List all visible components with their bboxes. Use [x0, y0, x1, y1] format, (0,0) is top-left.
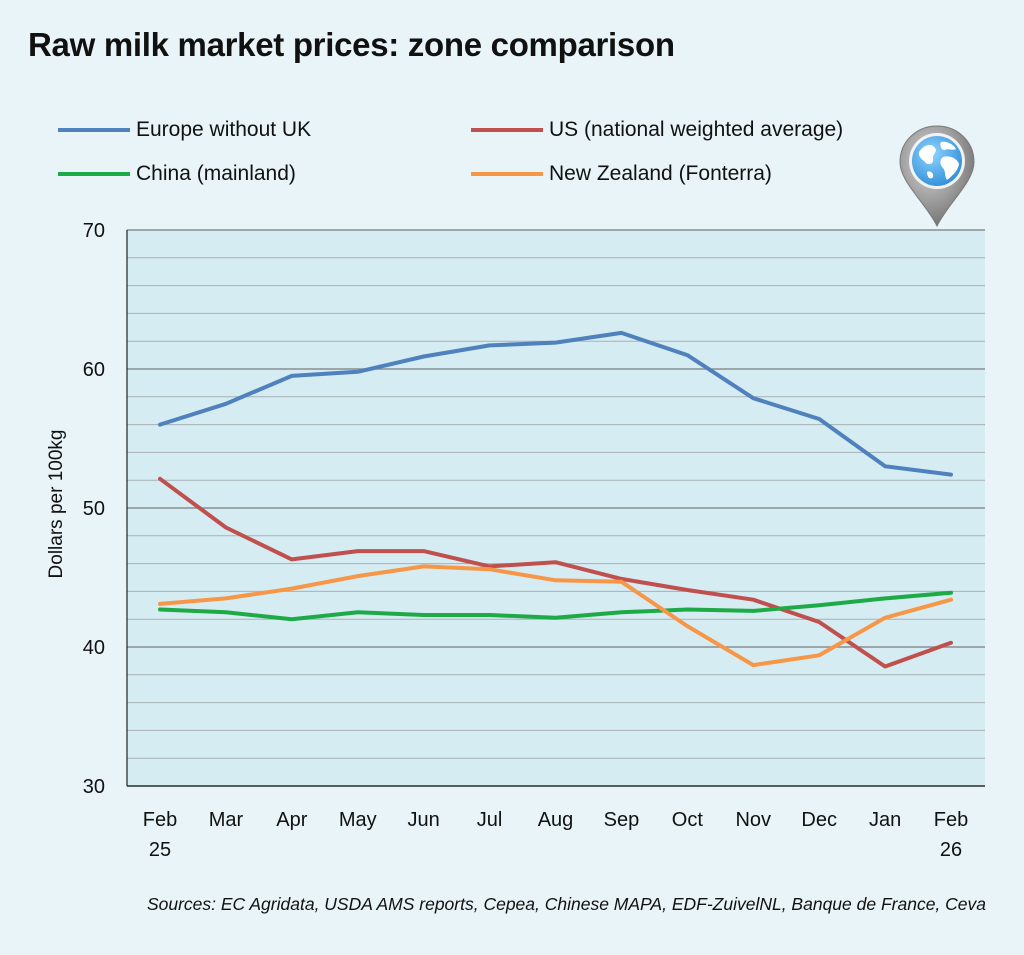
x-tick-label: Jan: [869, 809, 901, 831]
legend-label-china: China (mainland): [136, 162, 296, 185]
series-line-1: [158, 476, 953, 669]
legend-item-china: China (mainland): [58, 162, 296, 186]
y-tick-label: 50: [83, 498, 105, 520]
legend-swatch-us: [471, 128, 543, 132]
legend-label-nz: New Zealand (Fonterra): [549, 162, 772, 185]
x-tick-label: 25: [149, 839, 171, 861]
x-tick-label: Sep: [604, 809, 640, 831]
x-tick-label: Dec: [801, 809, 837, 831]
chart-legend: Europe without UK US (national weighted …: [58, 118, 878, 198]
x-tick-label: Jul: [477, 809, 503, 831]
legend-label-europe: Europe without UK: [136, 118, 312, 141]
x-tick-label: Oct: [672, 809, 704, 831]
series-line-3: [158, 564, 953, 668]
x-tick-label: Aug: [538, 809, 574, 831]
series-line-2: [158, 590, 953, 622]
x-tick-label: May: [339, 809, 377, 831]
x-tick-label: Feb: [143, 809, 177, 831]
x-tick-label: Jun: [408, 809, 440, 831]
line-chart: 30 40 50 60 70 Dollars per 100kg Feb 25 Mar Apr Ma…: [46, 220, 985, 861]
y-tick-label: 70: [83, 220, 105, 242]
y-tick-label: 60: [83, 359, 105, 381]
legend-swatch-china: [58, 172, 130, 176]
x-tick-label: Mar: [209, 809, 244, 831]
legend-swatch-nz: [471, 172, 543, 176]
legend-item-us: US (national weighted average): [471, 118, 843, 142]
x-tick-label: 26: [940, 839, 962, 861]
x-tick-label: Nov: [735, 809, 771, 831]
y-axis-title: Dollars per 100kg: [46, 430, 67, 579]
source-note: Sources: EC Agridata, USDA AMS reports, …: [146, 894, 986, 914]
legend-label-us: US (national weighted average): [549, 118, 844, 141]
chart-title: Raw milk market prices: zone comparison: [28, 26, 675, 63]
legend-item-nz: New Zealand (Fonterra): [471, 162, 772, 186]
legend-item-europe: Europe without UK: [58, 118, 311, 142]
x-tick-label: Apr: [276, 809, 307, 831]
legend-swatch-europe: [58, 128, 130, 132]
x-tick-label: Feb: [934, 809, 968, 831]
y-tick-label: 40: [83, 637, 105, 659]
globe-pin-icon: [899, 125, 975, 228]
series-line-0: [158, 330, 953, 477]
y-tick-label: 30: [83, 776, 105, 798]
